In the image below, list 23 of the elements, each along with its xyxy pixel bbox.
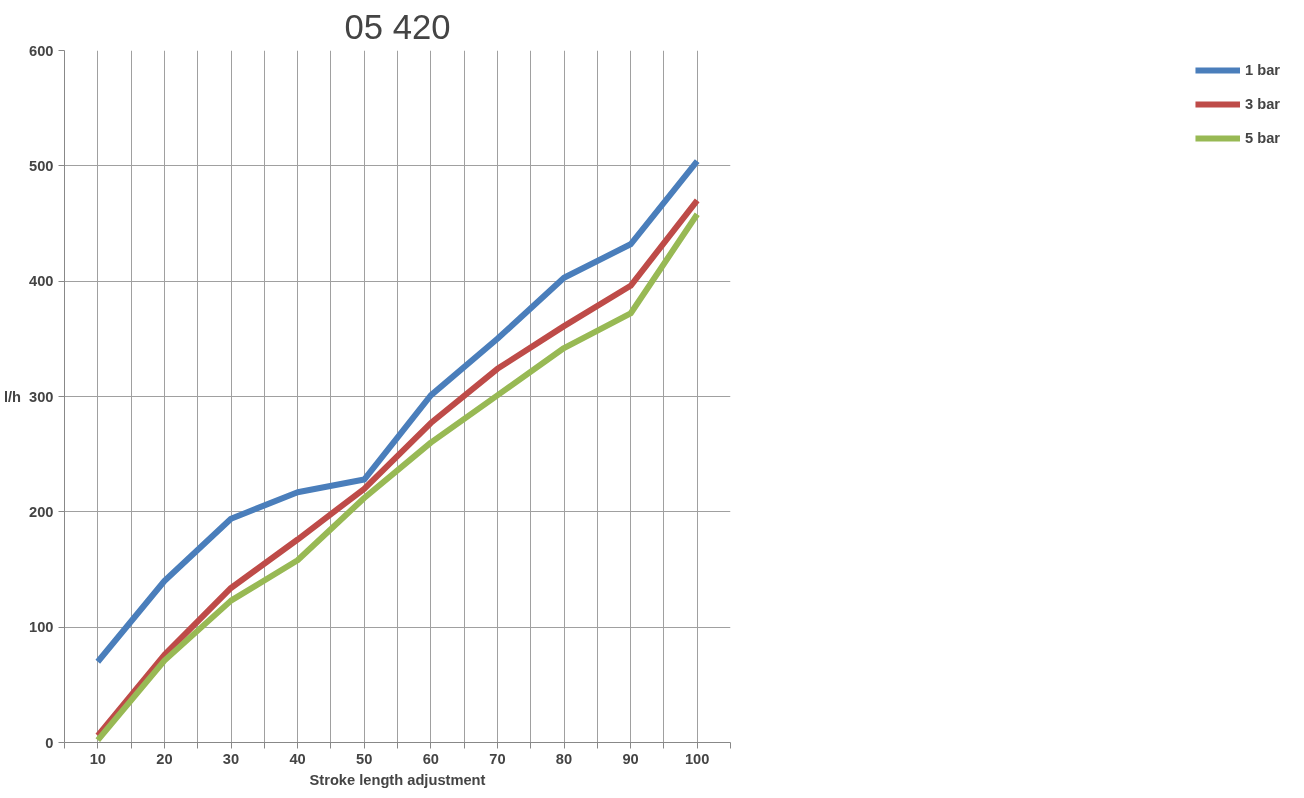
x-tick-label: 10 (89, 750, 106, 767)
x-tick-label: 60 (422, 750, 439, 767)
y-tick-label: 400 (29, 273, 54, 290)
y-tick-label: 0 (45, 734, 54, 751)
x-tick-label: 50 (356, 750, 373, 767)
y-tick-label: 100 (29, 619, 54, 636)
y-tick-label: 300 (29, 388, 54, 405)
y-axis-title: l/h (3, 388, 22, 405)
x-axis-title: Stroke length adjustment (309, 771, 486, 788)
x-tick-label: 90 (622, 750, 639, 767)
chart-title: 05 420 (344, 7, 451, 46)
x-tick-label: 40 (289, 750, 306, 767)
legend-label: 5 bar (1244, 130, 1280, 146)
x-tick-label: 70 (489, 750, 506, 767)
x-tick-label: 80 (555, 750, 573, 767)
x-tick-label: 20 (156, 750, 173, 767)
legend-label: 1 bar (1244, 62, 1280, 78)
x-tick-label: 100 (684, 750, 710, 767)
x-tick-label: 30 (222, 750, 240, 767)
y-tick-label: 500 (29, 157, 54, 174)
y-tick-label: 200 (29, 503, 54, 520)
legend-label: 3 bar (1244, 96, 1280, 112)
y-tick-label: 600 (29, 42, 54, 59)
